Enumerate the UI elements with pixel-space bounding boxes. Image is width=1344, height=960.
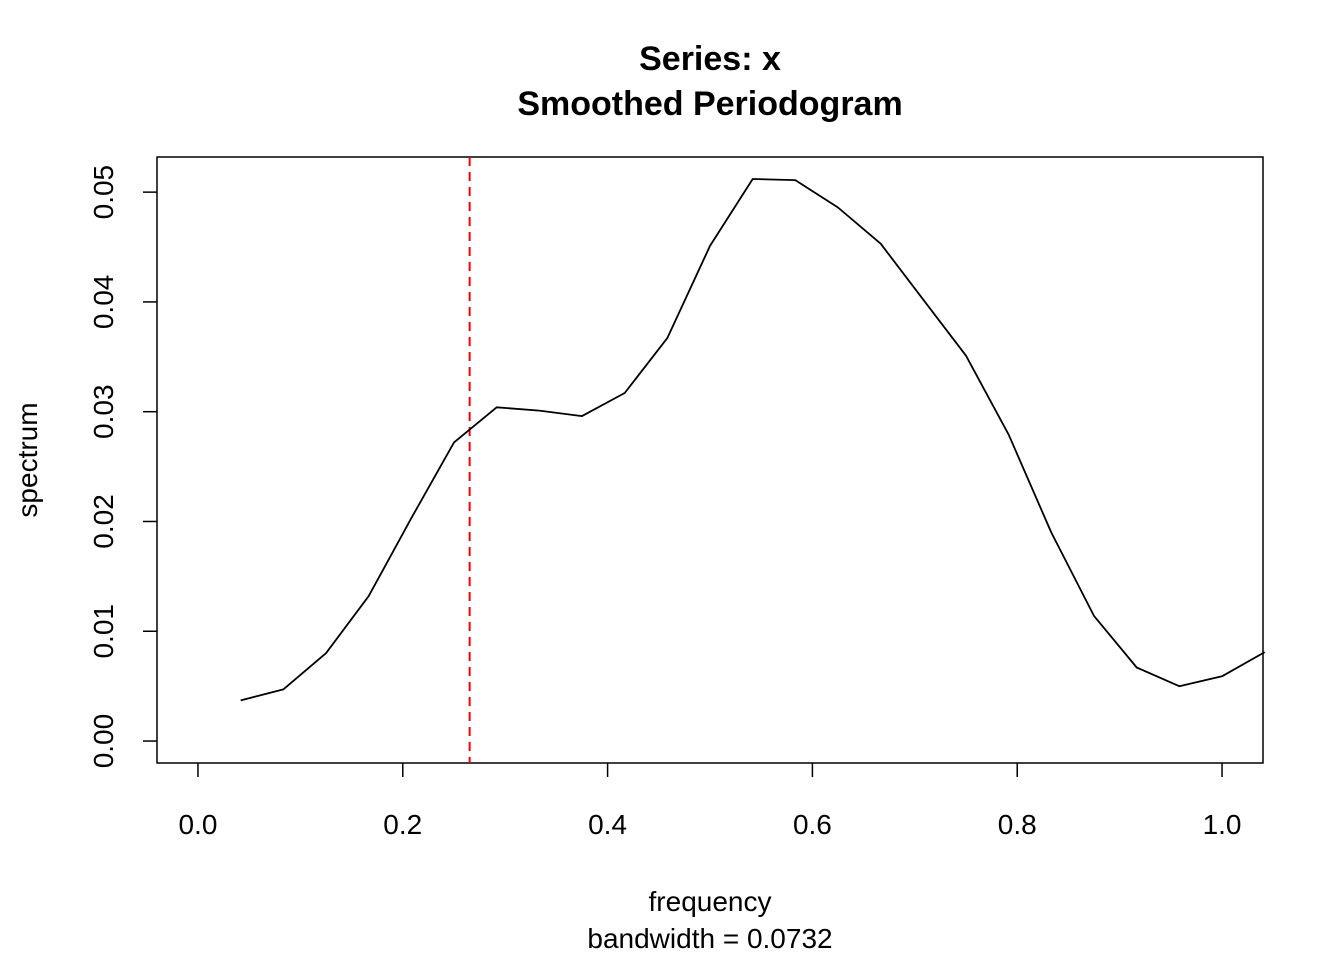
plot-frame xyxy=(156,156,1264,764)
y-tick-label: 0.03 xyxy=(88,384,119,439)
y-tick-label: 0.04 xyxy=(88,275,119,330)
y-tick-label: 0.02 xyxy=(88,494,119,549)
x-tick-label: 0.4 xyxy=(588,809,627,840)
y-tick-label: 0.01 xyxy=(88,604,119,659)
bandwidth-label: bandwidth = 0.0732 xyxy=(587,923,832,954)
y-tick-label: 0.00 xyxy=(88,714,119,769)
x-tick-label: 0.2 xyxy=(383,809,422,840)
chart-title: Series: x xyxy=(639,40,781,78)
series-line xyxy=(240,178,1266,702)
y-axis: 0.00 0.01 0.02 0.03 0.04 0.05 xyxy=(88,165,157,768)
x-tick-label: 0.8 xyxy=(998,809,1037,840)
x-tick-label: 0.6 xyxy=(793,809,832,840)
y-axis-label: spectrum xyxy=(12,402,43,517)
x-tick-label: 0.0 xyxy=(178,809,217,840)
x-axis: 0.0 0.2 0.4 0.6 0.8 1.0 xyxy=(178,763,1242,840)
chart-subtitle: Smoothed Periodogram xyxy=(517,85,902,123)
y-tick-label: 0.05 xyxy=(88,165,119,220)
x-axis-label: frequency xyxy=(649,886,772,917)
x-tick-label: 1.0 xyxy=(1203,809,1242,840)
